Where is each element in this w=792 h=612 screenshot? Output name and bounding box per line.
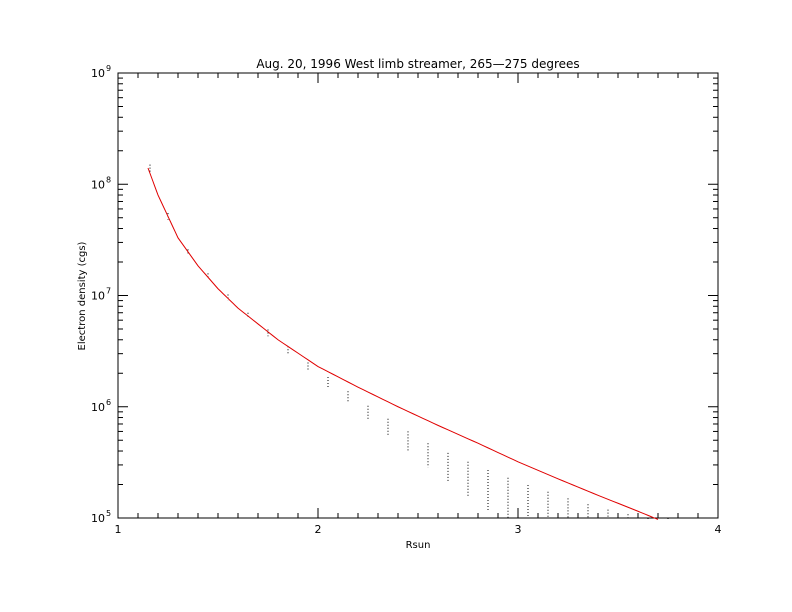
y-tick-base: 10 (91, 67, 105, 80)
x-tick-label: 4 (715, 523, 722, 536)
y-tick-label: 10 (91, 178, 105, 191)
x-tick-label: 2 (315, 523, 322, 536)
y-tick-exponent: 8 (106, 175, 111, 184)
y-tick-exponent: 6 (106, 398, 111, 407)
plot-frame (117, 72, 719, 519)
y-tick-base: 10 (91, 512, 105, 525)
y-tick-base: 10 (91, 290, 105, 303)
y-tick-base: 10 (91, 178, 105, 191)
y-axis-label: Electron density (cgs) (77, 241, 88, 350)
series-layer (147, 167, 659, 520)
y-tick-label: 10 (91, 67, 105, 80)
y-tick-label: 10 (91, 290, 105, 303)
density-curve (147, 167, 659, 520)
x-tick-label: 1 (115, 523, 122, 536)
y-tick-exponent: 5 (106, 509, 111, 518)
y-tick-label: 10 (91, 401, 105, 414)
x-tick-label: 3 (515, 523, 522, 536)
y-tick-base: 10 (91, 401, 105, 414)
chart-title: Aug. 20, 1996 West limb streamer, 265—27… (256, 57, 579, 71)
y-tick-exponent: 7 (106, 287, 111, 296)
y-tick-label: 10 (91, 512, 105, 525)
error-samples (149, 164, 669, 519)
x-axis-label: Rsun (406, 540, 431, 551)
y-tick-exponent: 9 (106, 64, 111, 73)
ticks-layer (117, 72, 719, 519)
